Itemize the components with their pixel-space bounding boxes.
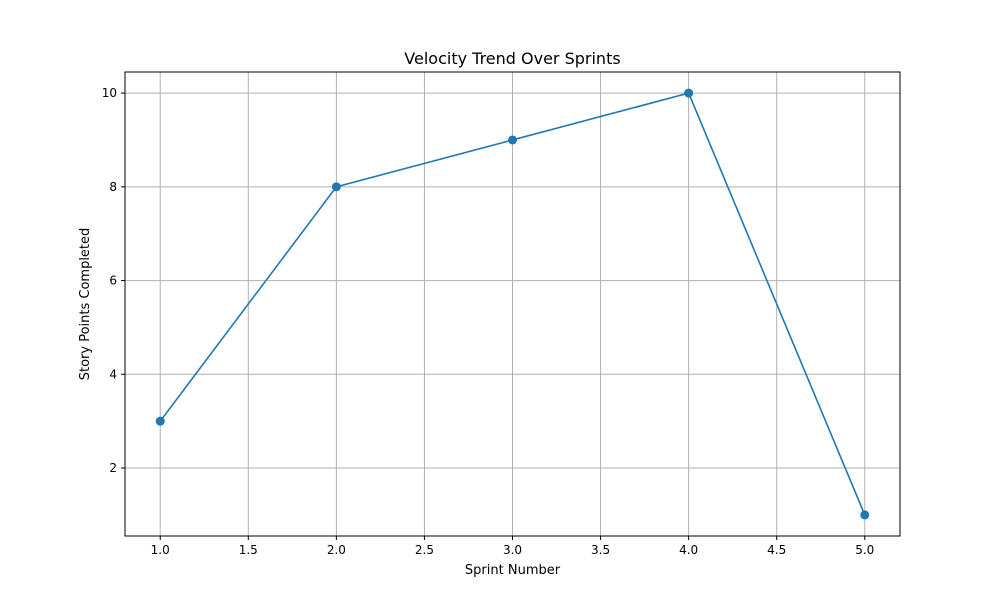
chart-title: Velocity Trend Over Sprints — [404, 49, 620, 68]
y-tick-label: 4 — [109, 367, 117, 381]
data-point — [155, 416, 165, 426]
x-tick-label: 4.5 — [767, 543, 786, 557]
y-tick-label: 2 — [109, 461, 117, 475]
x-tick-label: 5.0 — [855, 543, 874, 557]
data-point — [860, 510, 870, 520]
series-layer — [155, 88, 870, 520]
x-axis-ticks: 1.0 1.5 2.0 2.5 3.0 3.5 4.0 4.5 5.0 — [151, 536, 874, 557]
y-tick-label: 8 — [109, 180, 117, 194]
x-tick-label: 4.0 — [679, 543, 698, 557]
x-tick-label: 3.5 — [591, 543, 610, 557]
x-tick-label: 3.0 — [503, 543, 522, 557]
x-axis-title: Sprint Number — [465, 563, 561, 578]
x-tick-label: 1.0 — [151, 543, 170, 557]
x-tick-label: 2.0 — [327, 543, 346, 557]
x-tick-label: 1.5 — [239, 543, 258, 557]
data-point — [331, 182, 341, 192]
x-tick-label: 2.5 — [415, 543, 434, 557]
grid-lines — [125, 72, 900, 536]
data-point — [684, 88, 694, 98]
y-tick-label: 10 — [102, 86, 117, 100]
y-axis-ticks: 2 4 6 8 10 — [102, 86, 125, 475]
y-axis-title: Story Points Completed — [78, 228, 93, 381]
data-point — [508, 135, 517, 145]
y-tick-label: 6 — [109, 274, 117, 288]
